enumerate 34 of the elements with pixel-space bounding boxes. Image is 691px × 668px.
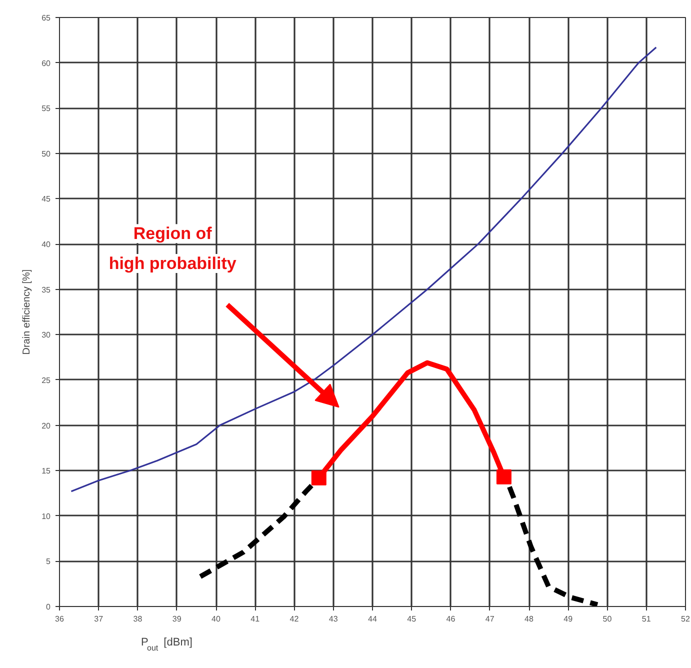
y-tick-label: 40 — [42, 240, 52, 250]
x-tick-label: 43 — [328, 614, 338, 624]
y-tick-label: 15 — [42, 466, 52, 476]
x-tick-label: 44 — [368, 614, 378, 624]
x-tick-label: 38 — [133, 614, 143, 624]
x-tick-label: 39 — [172, 614, 182, 624]
x-tick-label: 47 — [485, 614, 495, 624]
y-tick-label: 65 — [42, 14, 52, 22]
x-tick-label: 50 — [602, 614, 612, 624]
line-series — [70, 46, 657, 492]
y-axis-title: Drain efficiency [%] — [22, 269, 33, 355]
y-tick-label: 25 — [42, 376, 52, 385]
y-tick-label: 45 — [42, 194, 52, 204]
x-tick-label: 51 — [642, 614, 652, 624]
y-tick-label: 0 — [46, 602, 52, 612]
x-tick-label: 42 — [290, 614, 300, 624]
y-tick-label: 20 — [42, 421, 52, 430]
annotation: Region of high probability — [108, 224, 237, 274]
y-tick-label: 30 — [42, 330, 52, 340]
x-tick-label: 46 — [446, 614, 456, 624]
x-tick-label: 41 — [250, 614, 260, 624]
y-tick-label: 10 — [42, 512, 52, 521]
y-tick-label: 35 — [42, 285, 52, 294]
y-tick-label: 50 — [42, 149, 52, 158]
x-tick-label: 37 — [94, 614, 104, 624]
x-tick-label: 36 — [55, 614, 64, 624]
x-tick-label: 48 — [524, 614, 534, 624]
y-tick-label: 5 — [46, 557, 52, 566]
y-tick-label: 60 — [42, 58, 52, 68]
x-tick-label: 52 — [681, 614, 690, 624]
x-tick-label: 49 — [564, 614, 574, 624]
x-tick-label: 40 — [212, 614, 221, 624]
x-tick-label: 45 — [407, 614, 417, 624]
y-tick-label: 55 — [42, 104, 52, 114]
